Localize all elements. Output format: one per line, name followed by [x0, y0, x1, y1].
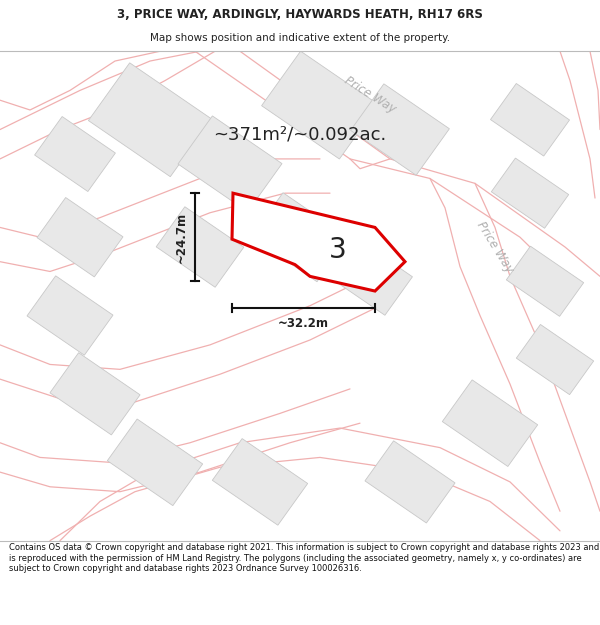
Text: ~371m²/~0.092ac.: ~371m²/~0.092ac.	[214, 126, 386, 144]
Polygon shape	[328, 238, 412, 315]
Polygon shape	[365, 441, 455, 523]
Text: Map shows position and indicative extent of the property.: Map shows position and indicative extent…	[150, 33, 450, 44]
Polygon shape	[50, 352, 140, 435]
Text: ~32.2m: ~32.2m	[278, 317, 329, 330]
Polygon shape	[506, 246, 584, 316]
Polygon shape	[350, 84, 449, 175]
Polygon shape	[491, 158, 569, 228]
Polygon shape	[27, 276, 113, 355]
Polygon shape	[251, 192, 349, 282]
Text: Contains OS data © Crown copyright and database right 2021. This information is : Contains OS data © Crown copyright and d…	[9, 543, 599, 573]
Polygon shape	[178, 116, 282, 212]
Polygon shape	[88, 63, 212, 177]
Text: ~24.7m: ~24.7m	[175, 212, 187, 262]
Polygon shape	[517, 324, 593, 394]
Polygon shape	[35, 116, 115, 191]
Polygon shape	[442, 380, 538, 466]
Polygon shape	[490, 84, 569, 156]
Polygon shape	[107, 419, 203, 506]
Text: Price Way: Price Way	[342, 74, 398, 116]
Text: 3: 3	[329, 236, 347, 264]
Polygon shape	[212, 439, 308, 525]
Text: Price Way: Price Way	[474, 219, 516, 275]
Polygon shape	[37, 198, 123, 277]
Polygon shape	[156, 207, 244, 288]
Polygon shape	[262, 51, 379, 159]
Polygon shape	[232, 193, 405, 291]
Text: 3, PRICE WAY, ARDINGLY, HAYWARDS HEATH, RH17 6RS: 3, PRICE WAY, ARDINGLY, HAYWARDS HEATH, …	[117, 8, 483, 21]
